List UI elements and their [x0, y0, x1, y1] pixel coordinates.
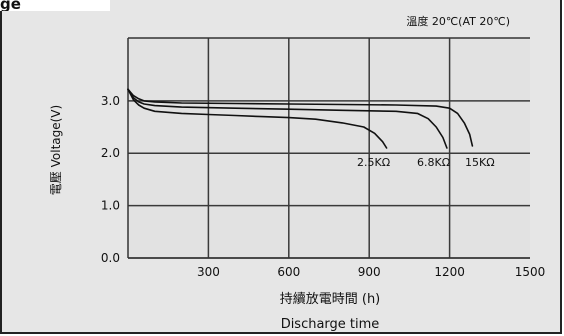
- y-axis-label: 電壓 Voltage(V): [49, 105, 63, 195]
- y-tick-label: 3.0: [101, 94, 120, 108]
- y-tick-label: 1.0: [101, 199, 120, 213]
- x-axis-label-cn: 持續放電時間 (h): [280, 292, 381, 307]
- series-line-2: [127, 88, 448, 149]
- x-axis-label-en: Discharge time: [281, 317, 380, 332]
- x-tick-label: 1500: [515, 265, 546, 279]
- plot-area: [128, 38, 530, 258]
- series-label-2: 6.8KΩ: [417, 156, 450, 169]
- x-tick-label: 900: [358, 265, 381, 279]
- series-label-3: 15KΩ: [465, 156, 495, 169]
- plot-group: 0.0 1.0 2.0 3.0 300 600 900 1200 1500 溫度 20℃(AT 2…: [49, 14, 545, 332]
- y-tick-label: 2.0: [101, 146, 120, 160]
- y-tick-label: 0.0: [101, 251, 120, 265]
- series-line-3: [127, 88, 474, 147]
- cropped-top-label: ge: [0, 0, 110, 11]
- x-tick-label: 600: [277, 265, 300, 279]
- series-line-1: [127, 88, 388, 149]
- series-label-1: 2.5KΩ: [357, 156, 390, 169]
- x-tick-label: 300: [197, 265, 220, 279]
- temperature-annotation: 溫度 20℃(AT 20℃): [406, 14, 510, 28]
- x-tick-label: 1200: [434, 265, 465, 279]
